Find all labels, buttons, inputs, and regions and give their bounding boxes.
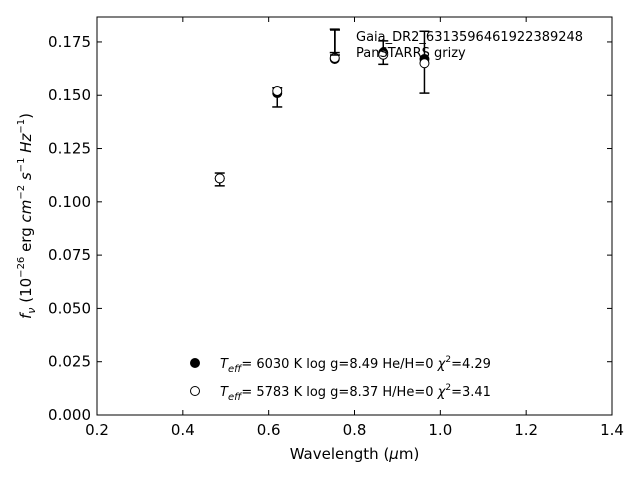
axes-frame (96, 16, 613, 416)
y-tick-label: 0.150 (48, 86, 91, 104)
x-tick-label: 0.6 (257, 421, 281, 439)
legend-bottom: Teff= 6030 K log g=8.49 He/H=0 χ2=4.29 Te… (190, 355, 491, 403)
y-tick-label: 0.125 (48, 140, 91, 158)
x-tick-label: 1.2 (514, 421, 538, 439)
legend-marker-filled (190, 358, 200, 368)
plot-area: 0.2 0.4 0.6 0.8 1.0 1.2 1.4 0.000 0.025 0.050 0.07… (16, 16, 624, 463)
legend-bottom-label: Teff= 5783 K log g=8.37 H/He=0 χ2=3.41 (220, 383, 491, 403)
y-axis-label: fν (10−26 erg cm−2 s−1 Hz−1) (16, 113, 38, 319)
y-tick-label: 0.100 (48, 193, 91, 211)
legend-marker-open (190, 386, 200, 396)
y-tick-label: 0.000 (48, 406, 91, 424)
y-tick-label: 0.175 (48, 33, 91, 51)
x-tick-label: 1.0 (428, 421, 452, 439)
x-tick-label: 0.2 (85, 421, 109, 439)
model-point-open (272, 85, 283, 96)
y-tick-label: 0.025 (48, 353, 91, 371)
model-point-open (378, 49, 389, 60)
x-tick-label: 0.8 (343, 421, 367, 439)
y-tick-label: 0.075 (48, 246, 91, 264)
model-point-open (214, 173, 225, 184)
model-point-open (419, 58, 430, 69)
x-axis-label: Wavelength (μm) (290, 445, 420, 463)
x-tick-label: 0.4 (171, 421, 195, 439)
legend-top-label: Gaia_DR2_6313596461922389248 (356, 30, 583, 45)
y-tick-label: 0.050 (48, 299, 91, 317)
x-tick-label: 1.4 (600, 421, 624, 439)
legend-top-label: PanSTARRS grizy (356, 46, 466, 61)
legend-bottom-label: Teff= 6030 K log g=8.49 He/H=0 χ2=4.29 (220, 355, 491, 375)
